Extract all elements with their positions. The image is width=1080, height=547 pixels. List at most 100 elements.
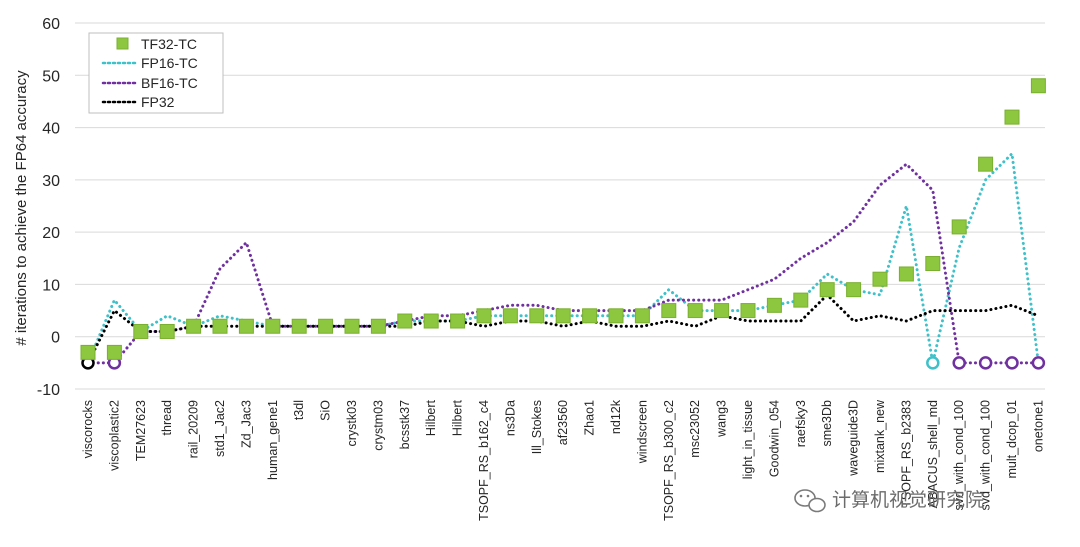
tf32-marker — [529, 308, 545, 324]
tf32-marker — [793, 292, 809, 308]
tf32-marker — [846, 282, 862, 298]
tf32-marker — [872, 271, 888, 287]
x-tick-label: ns3Da — [503, 400, 517, 436]
tf32-marker — [212, 318, 228, 334]
tf32-marker — [687, 303, 703, 319]
tf32-marker — [740, 303, 756, 319]
series-line-bf16-tc — [86, 162, 1040, 365]
tf32-markers — [80, 78, 1046, 360]
x-tick-label: windscreen — [635, 400, 649, 464]
series-lines — [86, 152, 1040, 365]
tf32-marker — [450, 313, 466, 329]
legend: TF32-TC FP16-TC BF16-TC FP32 — [88, 32, 224, 114]
x-tick-label: TSOPF_RS_b300_c2 — [662, 400, 676, 521]
x-tick-label: raefsky3 — [794, 400, 808, 447]
tf32-marker — [819, 282, 835, 298]
watermark-text: 计算机视觉研究院 — [832, 489, 984, 511]
y-tick-label: 40 — [42, 121, 60, 138]
y-tick-label: 10 — [42, 277, 60, 294]
tf32-marker — [925, 256, 941, 272]
tf32-marker — [106, 344, 122, 360]
x-tick-label: crystk03 — [345, 400, 359, 447]
tf32-marker — [1004, 109, 1020, 125]
x-tick-label: SiO — [319, 400, 333, 421]
x-axis-ticks: viscorocks viscoplastic2 TEM27623 thread rai… — [81, 399, 1045, 521]
x-tick-label: std1_Jac2 — [213, 400, 227, 457]
tf32-marker — [133, 323, 149, 339]
x-tick-label: af23560 — [556, 400, 570, 445]
legend-label-fp16: FP16-TC — [141, 55, 198, 71]
x-tick-label: Hilbert — [451, 399, 465, 436]
x-tick-label: crystm03 — [371, 400, 385, 451]
x-tick-label: rail_20209 — [187, 400, 201, 458]
x-tick-label: mult_dcop_01 — [1005, 400, 1019, 479]
x-tick-label: Zd_Jac3 — [239, 400, 253, 448]
legend-swatch-tf32 — [116, 37, 129, 50]
grid-lines — [75, 22, 1045, 390]
legend-label-tf32: TF32-TC — [141, 36, 197, 52]
tf32-marker — [978, 156, 994, 172]
tf32-marker — [370, 318, 386, 334]
tf32-marker — [714, 303, 730, 319]
failure-marker-fp16-tc — [926, 356, 940, 370]
x-tick-label: svd_with_cond_100 — [952, 400, 966, 511]
failure-marker-bf16-tc — [1005, 356, 1019, 370]
failure-marker-bf16-tc — [978, 356, 993, 370]
tf32-marker — [634, 308, 650, 324]
tf32-marker — [159, 323, 175, 339]
x-tick-label: TEM27623 — [134, 400, 148, 461]
x-tick-label: waveguide3D — [847, 400, 861, 477]
legend-label-fp32: FP32 — [141, 94, 175, 110]
tf32-marker — [423, 313, 439, 329]
series-line-fp32 — [86, 293, 1040, 365]
tf32-marker — [951, 219, 967, 235]
x-tick-label: ABACUS_shell_md — [926, 400, 940, 508]
tf32-marker — [555, 308, 571, 324]
x-tick-label: bcsstk37 — [398, 400, 412, 449]
y-axis-ticks: -10 0 10 20 30 40 50 60 — [37, 16, 60, 399]
tf32-marker — [898, 266, 914, 282]
legend-label-bf16: BF16-TC — [141, 75, 198, 91]
failure-marker-bf16-tc — [952, 356, 966, 370]
x-tick-label: sme3Db — [820, 400, 834, 447]
y-tick-label: -10 — [37, 382, 60, 399]
tf32-marker — [397, 313, 413, 329]
tf32-marker — [80, 344, 96, 360]
legend-box — [88, 32, 224, 114]
y-tick-label: 50 — [42, 68, 60, 85]
x-tick-label: wang3 — [715, 400, 729, 438]
x-tick-label: TSOPF_RS_b162_c4 — [477, 400, 491, 521]
tf32-marker — [1030, 78, 1046, 94]
tf32-marker — [476, 308, 492, 324]
tf32-marker — [186, 318, 202, 334]
x-tick-label: Ill_Stokes — [530, 400, 544, 454]
x-tick-label: onetone1 — [1031, 400, 1045, 452]
x-tick-label: t3dl — [292, 400, 306, 420]
x-tick-label: svd_with_cond_100 — [979, 400, 993, 511]
tf32-marker — [766, 297, 782, 313]
x-tick-label: thread — [160, 400, 174, 435]
x-tick-label: Zhao1 — [583, 400, 597, 435]
x-tick-label: light_in_tissue — [741, 400, 755, 479]
tf32-marker — [265, 318, 281, 334]
tf32-marker — [582, 308, 598, 324]
failure-markers — [81, 356, 1046, 370]
x-tick-label: TSOPF_RS_b2383 — [899, 400, 913, 508]
x-tick-label: human_gene1 — [266, 400, 280, 480]
tf32-marker — [238, 318, 254, 334]
tf32-marker — [344, 318, 360, 334]
x-tick-label: Hilbert — [424, 399, 438, 436]
failure-marker-bf16-tc — [1031, 356, 1046, 370]
tf32-marker — [502, 308, 518, 324]
watermark: 计算机视觉研究院 — [794, 489, 984, 513]
y-tick-label: 20 — [42, 225, 60, 242]
tf32-marker — [608, 308, 624, 324]
y-tick-label: 0 — [51, 330, 60, 347]
wechat-icon — [794, 489, 826, 513]
tf32-marker — [318, 318, 334, 334]
x-tick-label: mixtank_new — [873, 399, 887, 473]
x-tick-label: Goodwin_054 — [767, 400, 781, 477]
x-tick-label: nd12k — [609, 399, 623, 434]
y-tick-label: 30 — [42, 173, 60, 190]
